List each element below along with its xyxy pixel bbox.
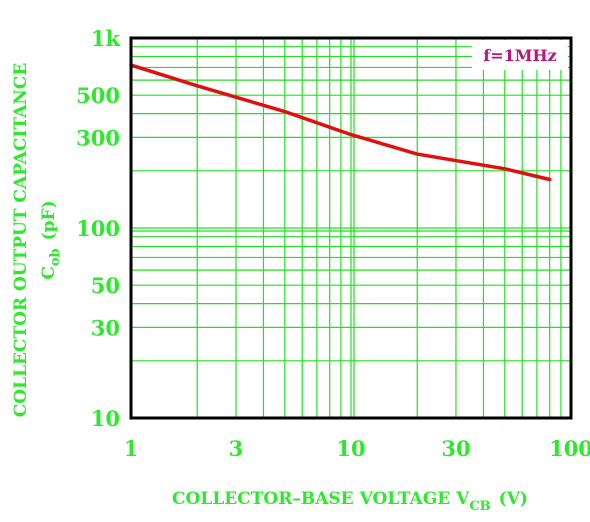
annotation-text: f=1MHz xyxy=(483,46,556,65)
x-axis-title: COLLECTOR–BASE VOLTAGE VCB (V) xyxy=(172,489,528,514)
annotation-box: f=1MHz xyxy=(472,40,568,70)
series-line xyxy=(129,63,552,182)
y-axis-title-line2: Cob (pF) xyxy=(39,200,63,279)
y-tick-label: 500 xyxy=(76,83,120,108)
y-tick-label: 1k xyxy=(91,26,121,51)
x-tick-label: 1 xyxy=(124,436,139,461)
x-axis-title-main: COLLECTOR–BASE VOLTAGE V xyxy=(172,489,470,509)
y-tick-labels: 10 30 50 100 300 500 1k xyxy=(76,26,120,431)
y-axis-title-c: C xyxy=(39,266,59,280)
x-tick-label: 100 xyxy=(549,436,590,461)
y-tick-label: 100 xyxy=(76,216,120,241)
plot-frame xyxy=(129,36,573,420)
y-tick-label: 10 xyxy=(91,406,120,431)
y-tick-label: 300 xyxy=(76,125,120,150)
y-tick-label: 30 xyxy=(91,315,120,340)
x-tick-labels: 1 3 10 30 100 xyxy=(124,436,590,461)
x-tick-label: 10 xyxy=(336,436,365,461)
x-tick-label: 30 xyxy=(441,436,470,461)
y-axis-title-unit: (pF) xyxy=(39,200,59,240)
x-tick-label: 3 xyxy=(229,436,244,461)
x-axis-title-unit: (V) xyxy=(499,489,528,509)
y-axis-title-line1: COLLECTOR OUTPUT CAPACITANCE xyxy=(11,63,31,418)
x-axis-title-sub: CB xyxy=(469,499,490,514)
y-tick-label: 50 xyxy=(91,273,120,298)
y-axis-title-sub: ob xyxy=(48,248,63,266)
grid-lines xyxy=(130,38,571,419)
